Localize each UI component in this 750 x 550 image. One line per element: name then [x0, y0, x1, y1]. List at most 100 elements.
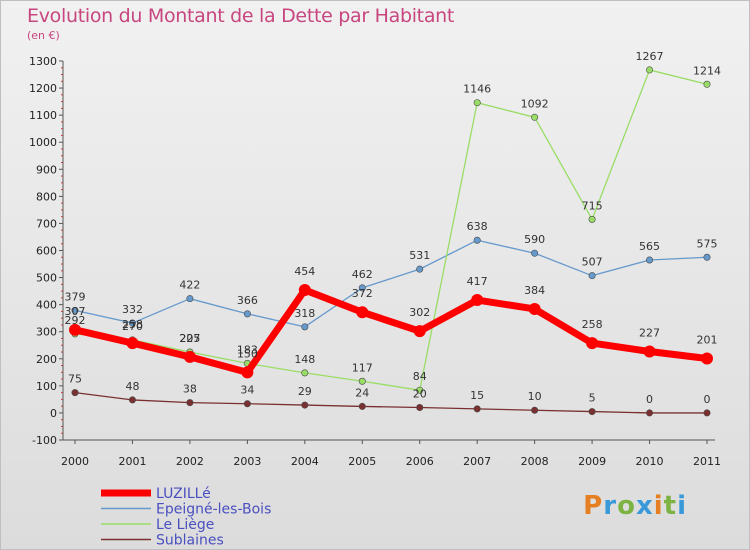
- x-tick-label: 2003: [233, 455, 261, 468]
- data-point: [416, 265, 424, 273]
- data-point: [416, 386, 424, 394]
- data-point: [531, 406, 539, 414]
- data-point: [643, 345, 656, 358]
- y-tick-label: 1000: [29, 136, 57, 149]
- data-point: [646, 66, 654, 74]
- data-point: [646, 409, 654, 417]
- x-tick-label: 2005: [348, 455, 376, 468]
- y-tick-label: 1100: [29, 109, 57, 122]
- data-label: 150: [237, 347, 258, 360]
- x-tick-label: 2010: [636, 455, 664, 468]
- legend-label: LUZILLé: [156, 486, 211, 502]
- logo-letter: t: [663, 491, 678, 521]
- data-label: 0: [646, 393, 653, 406]
- data-point: [69, 323, 81, 336]
- data-label: 417: [467, 275, 488, 288]
- data-label: 148: [294, 353, 315, 366]
- data-point: [186, 399, 194, 407]
- data-label: 575: [697, 237, 718, 250]
- data-point: [128, 396, 136, 404]
- data-label: 15: [470, 389, 484, 402]
- data-point: [703, 253, 711, 261]
- data-label: 384: [524, 284, 545, 297]
- data-point: [358, 284, 366, 292]
- data-point: [531, 249, 539, 257]
- y-tick-label: 1200: [29, 82, 57, 95]
- logo-letter: r: [603, 491, 618, 521]
- data-point: [473, 236, 481, 244]
- proxiti-logo: Proxiti: [583, 491, 687, 521]
- logo-letter: x: [635, 491, 654, 521]
- data-label: 715: [582, 199, 603, 212]
- x-tick-label: 2008: [521, 455, 549, 468]
- data-point: [301, 323, 309, 331]
- data-label: 507: [582, 256, 603, 269]
- data-label: 565: [639, 240, 660, 253]
- data-label: 379: [65, 290, 86, 303]
- data-point: [71, 389, 79, 397]
- data-point: [298, 284, 311, 297]
- data-label: 1267: [636, 50, 664, 63]
- data-label: 372: [352, 287, 373, 300]
- y-tick-label: 500: [36, 272, 57, 285]
- data-label: 366: [237, 294, 258, 307]
- data-point: [588, 215, 596, 223]
- data-point: [183, 350, 196, 363]
- data-point: [358, 402, 366, 410]
- data-point: [703, 409, 711, 417]
- data-point: [301, 369, 309, 377]
- data-point: [416, 404, 424, 412]
- data-label: 307: [65, 305, 86, 318]
- data-point: [356, 306, 369, 319]
- x-tick-label: 2006: [406, 455, 434, 468]
- data-point: [473, 405, 481, 413]
- data-label: 5: [589, 392, 596, 405]
- logo-letter: P: [583, 491, 604, 521]
- data-label: 318: [294, 307, 315, 320]
- y-tick-label: 700: [36, 217, 57, 230]
- data-label: 292: [65, 314, 86, 327]
- logo-letter: o: [617, 491, 636, 521]
- data-point: [588, 272, 596, 280]
- legend-label: Epeigné-les-Bois: [156, 502, 271, 518]
- data-point: [243, 310, 251, 318]
- y-tick-label: 100: [36, 380, 57, 393]
- data-point: [128, 319, 136, 327]
- data-label: 332: [122, 303, 143, 316]
- series-line: [74, 239, 708, 328]
- data-label: 29: [298, 385, 312, 398]
- data-point: [126, 337, 139, 350]
- data-point: [471, 294, 484, 307]
- series-line: [71, 286, 711, 376]
- data-label: 75: [68, 373, 82, 386]
- data-label: 201: [697, 334, 718, 347]
- y-tick-label: 900: [36, 163, 57, 176]
- y-tick-label: 300: [36, 326, 57, 339]
- logo-letter: i: [653, 491, 664, 521]
- data-point: [186, 295, 194, 303]
- data-label: 302: [409, 306, 430, 319]
- chart-title: Evolution du Montant de la Dette par Hab…: [27, 5, 455, 27]
- data-label: 34: [240, 384, 254, 397]
- data-point: [646, 256, 654, 264]
- x-tick-label: 2002: [176, 455, 204, 468]
- legend-label: Sublaines: [156, 533, 224, 549]
- data-label: 531: [409, 249, 430, 262]
- data-point: [701, 352, 713, 365]
- data-point: [243, 400, 251, 408]
- data-label: 24: [355, 386, 369, 399]
- data-label: 20: [413, 388, 427, 401]
- data-label: 1146: [463, 83, 491, 96]
- x-tick-label: 2000: [61, 455, 89, 468]
- data-point: [531, 113, 539, 121]
- y-tick-label: 1300: [29, 55, 57, 68]
- data-point: [71, 306, 79, 314]
- series-line: [74, 391, 708, 414]
- data-label: 590: [524, 233, 545, 246]
- data-point: [473, 99, 481, 107]
- legend-label: Le Liège: [156, 517, 214, 533]
- series-line: [74, 69, 708, 391]
- data-label: 227: [639, 326, 660, 339]
- data-label: 10: [528, 390, 542, 403]
